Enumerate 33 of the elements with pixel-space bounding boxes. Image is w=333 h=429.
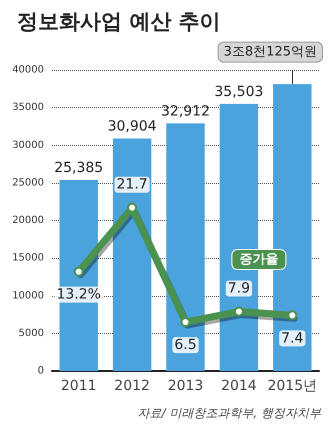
bar bbox=[166, 123, 205, 371]
y-tick-label: 5000 bbox=[18, 328, 44, 339]
data-label: 30,904 bbox=[108, 118, 157, 134]
x-tick-label: 2014 bbox=[221, 378, 257, 394]
point bbox=[234, 306, 244, 317]
y-tick-label: 15000 bbox=[12, 252, 44, 264]
y-tick-label: 30000 bbox=[12, 140, 44, 151]
y-tick-label: 20000 bbox=[12, 215, 44, 226]
data-label: 32,912 bbox=[161, 103, 210, 120]
point bbox=[180, 317, 190, 328]
data-label: 21.7 bbox=[116, 176, 148, 193]
data-label: 7.4 bbox=[281, 330, 304, 346]
data-label: 35,503 bbox=[214, 84, 264, 100]
data-label: 25,385 bbox=[54, 160, 104, 176]
y-tick-label: 25000 bbox=[12, 177, 44, 188]
data-label: 13.2% bbox=[56, 286, 101, 303]
y-tick-label: 10000 bbox=[12, 290, 44, 302]
point bbox=[74, 266, 84, 277]
text: 증가율 bbox=[239, 252, 278, 268]
bar bbox=[112, 138, 152, 371]
annotation: 3조8천125억원 bbox=[224, 44, 317, 60]
y-tick-label: 40000 bbox=[12, 64, 44, 76]
y-tick-label: 35000 bbox=[12, 102, 44, 114]
x-tick-label: 2011 bbox=[60, 378, 97, 394]
x-tick-label: 2015년 bbox=[267, 378, 318, 394]
x-tick-label: 2012 bbox=[114, 378, 150, 394]
point bbox=[287, 310, 298, 320]
y-tick-label: 0 bbox=[38, 366, 44, 376]
chart-title: 정보화사업 예산 추이 bbox=[17, 10, 221, 34]
data-label: 7.9 bbox=[228, 280, 250, 297]
x-tick-label: 2013 bbox=[168, 378, 204, 394]
text: 자료/ 미래창조과학부, 행정자치부 bbox=[138, 406, 322, 420]
data-label: 6.5 bbox=[174, 337, 197, 354]
